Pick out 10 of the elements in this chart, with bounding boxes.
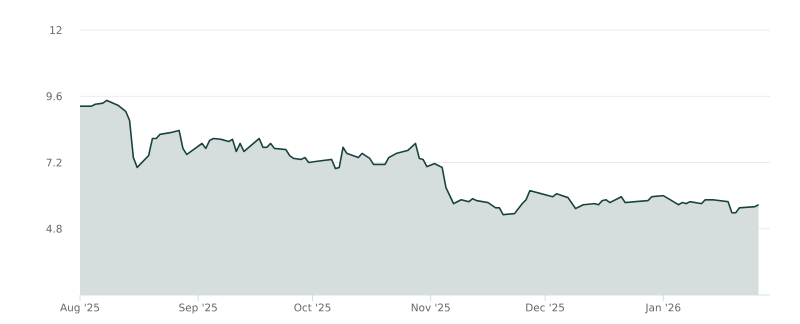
- x-tick-label: Jan '26: [644, 304, 680, 314]
- y-tick-label: 7.2: [46, 158, 62, 166]
- x-tick-label: Nov '25: [412, 304, 450, 312]
- x-tick-label: Sep '25: [179, 304, 217, 314]
- x-tick-label: Oct '25: [294, 304, 330, 312]
- y-tick-label: 9.6: [46, 92, 62, 100]
- y-tick-label: 12: [50, 26, 62, 34]
- x-tick-label: Dec '25: [526, 304, 564, 312]
- x-tick-label: Aug '25: [60, 304, 100, 314]
- y-tick-label: 4.8: [46, 224, 62, 233]
